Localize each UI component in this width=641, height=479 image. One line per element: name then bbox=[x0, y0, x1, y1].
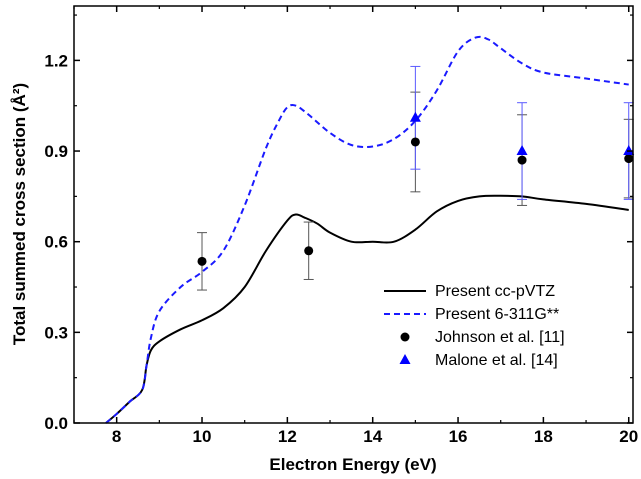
y-tick-label: 0.9 bbox=[44, 142, 68, 161]
x-tick-label: 16 bbox=[449, 427, 468, 446]
y-tick-label: 1.2 bbox=[44, 51, 68, 70]
legend-label: Present 6-311G** bbox=[435, 306, 559, 323]
legend-swatch-triangle bbox=[399, 354, 411, 364]
series-line-6-311g bbox=[105, 35, 629, 424]
johnson-data-point bbox=[410, 137, 420, 147]
plot-frame bbox=[73, 5, 634, 424]
legend-label: Johnson et al. [11] bbox=[435, 329, 565, 346]
y-tick-label: 0.3 bbox=[44, 323, 68, 342]
y-tick-label: 0.0 bbox=[44, 414, 68, 433]
x-axis-title: Electron Energy (eV) bbox=[269, 455, 436, 474]
x-tick-label: 18 bbox=[534, 427, 553, 446]
series-line-cc-pvtz bbox=[105, 194, 629, 424]
johnson-data-point bbox=[304, 246, 314, 256]
johnson-data-point bbox=[624, 154, 634, 164]
x-axis-ticks: 8 10 12 14 16 18 20 bbox=[73, 6, 638, 446]
x-tick-label: 8 bbox=[112, 427, 121, 446]
x-tick-label: 20 bbox=[619, 427, 638, 446]
legend-swatch-circle bbox=[400, 332, 410, 342]
johnson-data-point bbox=[517, 155, 527, 165]
malone-data-point bbox=[409, 111, 421, 122]
x-tick-label: 10 bbox=[193, 427, 212, 446]
legend-label: Present cc-pVTZ bbox=[435, 283, 555, 300]
x-tick-label: 12 bbox=[278, 427, 297, 446]
plot-content bbox=[105, 35, 635, 424]
y-axis-title: Total summed cross section (Å²) bbox=[10, 83, 29, 345]
y-tick-label: 0.6 bbox=[44, 233, 68, 252]
legend-label: Malone et al. [14] bbox=[435, 352, 558, 369]
johnson-data-point bbox=[197, 256, 207, 266]
legend: Present cc-pVTZ Present 6-311G** Johnson e… bbox=[384, 283, 565, 369]
x-tick-label: 14 bbox=[363, 427, 382, 446]
malone-data-point bbox=[623, 145, 635, 156]
malone-data-point bbox=[516, 145, 528, 156]
y-axis-ticks: 0.0 0.3 0.6 0.9 1.2 bbox=[44, 14, 633, 433]
